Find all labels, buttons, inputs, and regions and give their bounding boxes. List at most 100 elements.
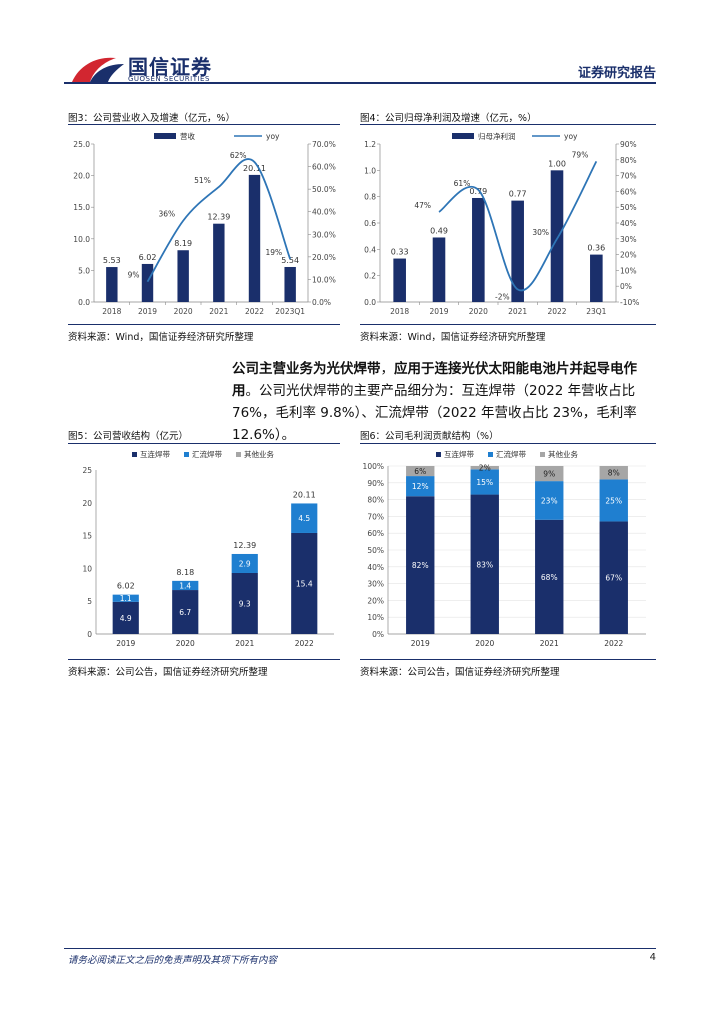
stacked-bar-segment <box>291 503 318 533</box>
total-value-label: 6.02 <box>117 582 135 591</box>
stacked-bar-segment <box>599 521 628 634</box>
legend-swatch <box>184 452 189 457</box>
bar-value-label: 5.54 <box>281 256 299 265</box>
y-tick-label: 10 <box>82 564 92 573</box>
bar <box>213 223 225 302</box>
y-tick-label: 5 <box>87 597 92 606</box>
segment-value-label: 4.9 <box>120 614 132 623</box>
x-tick-label: 23Q1 <box>586 307 606 316</box>
stacked-bar-segment <box>599 466 628 480</box>
logo-cn: 国信证券 <box>128 55 212 79</box>
y-tick-label: 5.0 <box>78 266 90 275</box>
stacked-bar-segment <box>406 496 435 634</box>
x-tick-label: 2018 <box>102 307 121 316</box>
segment-value-label: 9% <box>543 470 555 479</box>
segment-value-label: 2% <box>479 464 491 473</box>
x-tick-label: 2021 <box>540 639 559 648</box>
x-tick-label: 2020 <box>475 639 494 648</box>
segment-value-label: 67% <box>605 574 622 583</box>
legend-swatch-bar <box>452 133 474 139</box>
segment-value-label: 1.4 <box>179 581 191 590</box>
fig6-source-rule <box>360 659 656 660</box>
bar <box>590 254 603 302</box>
stacked-bar-segment <box>406 476 435 497</box>
fig3-source-rule <box>68 324 340 325</box>
x-tick-label: 2023Q1 <box>275 307 305 316</box>
bar-value-label: 6.02 <box>139 253 157 262</box>
y-tick-label: 1.0 <box>364 166 376 175</box>
line-value-label: 9% <box>128 271 140 280</box>
bar <box>177 250 189 302</box>
bar <box>284 266 296 302</box>
segment-value-label: 8% <box>608 469 620 478</box>
legend-swatch <box>540 452 545 457</box>
y-tick-label: 10.0 <box>73 235 90 244</box>
header-rule <box>64 82 656 84</box>
total-value-label: 20.11 <box>293 490 316 499</box>
legend-label-line: yoy <box>564 132 578 141</box>
stacked-bar-segment <box>112 601 139 634</box>
y-tick-label: 0.4 <box>364 245 376 254</box>
fig5-source-rule <box>68 659 340 660</box>
y2-tick-label: 50.0% <box>312 185 336 194</box>
bar-value-label: 5.53 <box>103 256 121 265</box>
y2-tick-label: 0.0% <box>312 298 331 307</box>
y-tick-label: 80% <box>367 496 384 505</box>
x-tick-label: 2020 <box>174 307 193 316</box>
segment-value-label: 25% <box>605 496 622 505</box>
legend-label: 互连焊带 <box>140 449 170 459</box>
line-value-label: -2% <box>495 292 510 301</box>
fig4-chart: 0.0 0.2 0.4 0.6 0.8 1.0 1.2 -10% 0% 10% 20% 30% 40% 5… <box>364 131 639 316</box>
stacked-bar-segment <box>406 466 435 477</box>
y2-tick-label: 20.0% <box>312 253 336 262</box>
stacked-bar-segment <box>470 466 499 470</box>
fig3-chart: 0.0 5.0 10.0 15.0 20.0 25.0 0.0% 10.0% 20.0% 30.0… <box>73 131 336 316</box>
fig5-source: 资料来源：公司公告，国信证券经济研究所整理 <box>68 667 268 678</box>
segment-value-label: 4.5 <box>298 514 310 523</box>
stacked-bar-segment <box>470 469 499 495</box>
x-tick-label: 2019 <box>429 307 448 316</box>
fig4-source: 资料来源：Wind，国信证券经济研究所整理 <box>360 332 546 343</box>
segment-value-label: 23% <box>541 496 558 505</box>
y2-tick-label: 10% <box>620 266 637 275</box>
stacked-bar-segment <box>599 479 628 522</box>
bar <box>550 170 564 302</box>
fig5-title-rule <box>68 443 340 444</box>
x-tick-label: 2019 <box>116 639 135 648</box>
legend-label-bar: 归母净利润 <box>478 131 516 141</box>
segment-value-label: 15% <box>476 478 493 487</box>
bar <box>141 263 154 302</box>
y2-tick-label: 90% <box>620 140 637 149</box>
segment-value-label: 1.1 <box>120 594 132 603</box>
y2-tick-label: 50% <box>620 203 637 212</box>
y-tick-label: 0.6 <box>364 219 376 228</box>
stacked-bar-segment <box>291 532 318 634</box>
bar <box>432 237 446 302</box>
y2-tick-label: 10.0% <box>312 275 336 284</box>
legend-label: 互连焊带 <box>444 449 474 459</box>
fig4-title: 图4：公司归母净利润及增速（亿元，%） <box>360 113 537 124</box>
y2-tick-label: 80% <box>620 156 637 165</box>
stacked-bar-segment <box>172 590 199 634</box>
y2-tick-label: 70% <box>620 172 637 181</box>
y-tick-label: 0.0 <box>78 298 90 307</box>
y-tick-label: 0.2 <box>364 272 376 281</box>
yoy-line <box>438 160 598 292</box>
bar-value-label: 0.49 <box>430 226 448 235</box>
paragraph-bold-1: 公司主营业务为光伏焊带 <box>232 361 381 377</box>
x-tick-label: 2022 <box>547 307 566 316</box>
y-tick-label: 20.0 <box>73 172 90 181</box>
stacked-bar-segment <box>172 580 199 591</box>
y2-tick-label: 40.0% <box>312 208 336 217</box>
y2-tick-label: 0% <box>620 282 632 291</box>
total-value-label: 12.39 <box>233 541 256 550</box>
x-tick-label: 2021 <box>508 307 527 316</box>
legend-swatch <box>236 452 241 457</box>
legend-label: 汇流焊带 <box>496 449 526 459</box>
stacked-bar-segment <box>470 494 499 634</box>
guosen-logo-icon <box>72 57 124 82</box>
fig4-source-rule <box>360 324 656 325</box>
fig3-title: 图3：公司营业收入及增速（亿元，%） <box>68 113 236 124</box>
fig6-title-rule <box>360 443 656 444</box>
segment-value-label: 6.7 <box>179 608 191 617</box>
